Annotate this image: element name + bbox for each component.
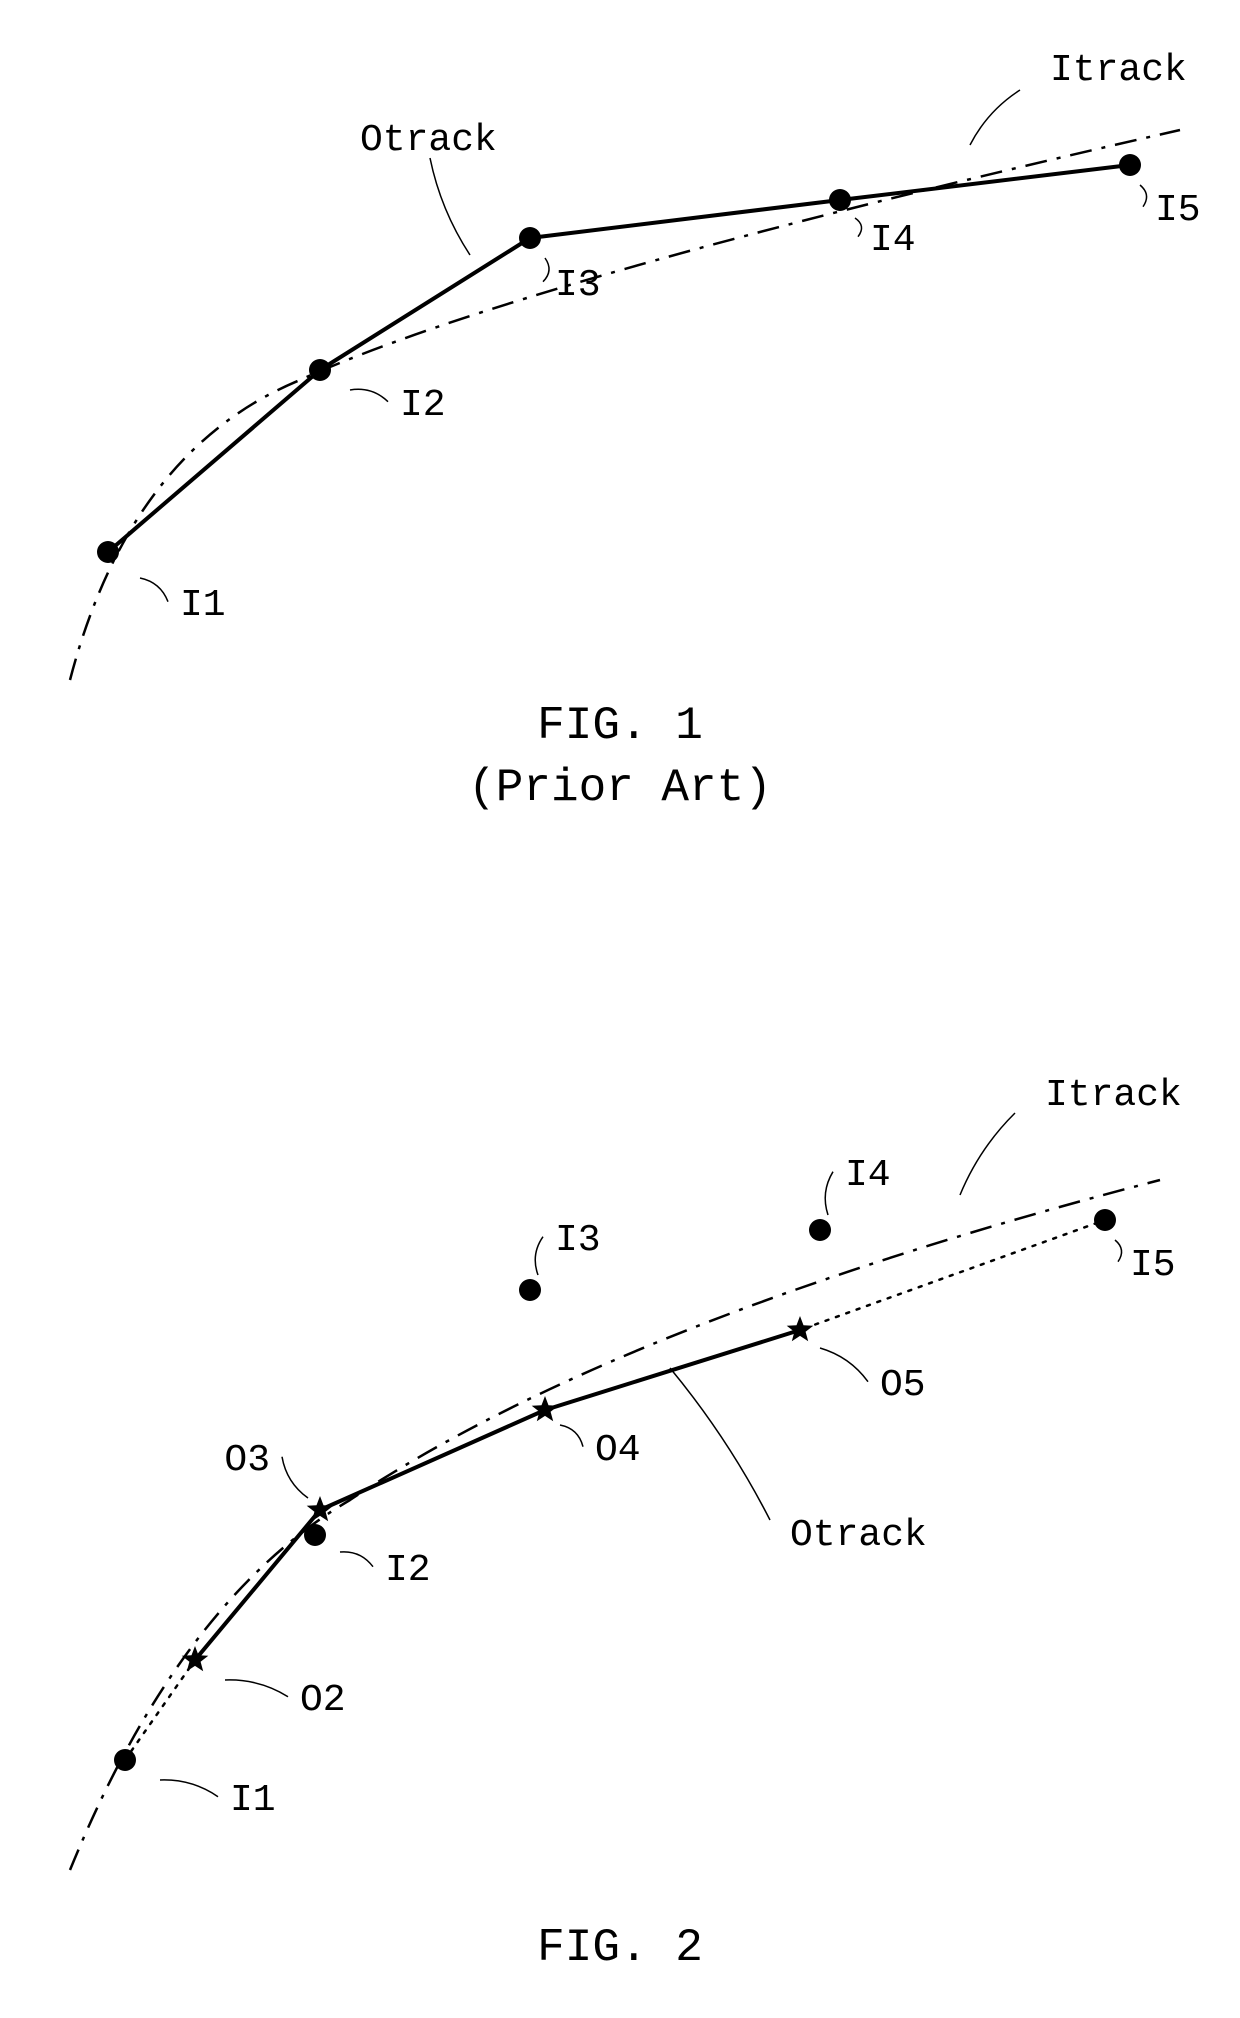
leader-itrack <box>970 90 1020 145</box>
label-i1: I1 <box>180 584 226 627</box>
fig1-caption-line1: FIG. 1 <box>537 700 703 752</box>
point-i5 <box>1094 1209 1116 1231</box>
point-i1 <box>114 1749 136 1771</box>
leader-otrack <box>670 1368 770 1520</box>
point-i3 <box>519 227 541 249</box>
label-i4: I4 <box>845 1154 891 1197</box>
label-i4: I4 <box>870 219 916 262</box>
itrack-curve <box>70 130 1180 680</box>
label-o2: O2 <box>300 1679 346 1722</box>
leader-o5 <box>820 1348 868 1382</box>
leader-i1 <box>140 578 168 602</box>
label-i5: I5 <box>1155 189 1201 232</box>
label-i2: I2 <box>400 384 446 427</box>
leader-i3 <box>535 1237 543 1275</box>
label-otrack: Otrack <box>360 119 497 162</box>
label-i1: I1 <box>230 1779 276 1822</box>
leader-i1 <box>160 1780 218 1797</box>
star-o4 <box>532 1396 559 1421</box>
figure-1: I1 I2 I3 I4 I5 Itrack Otrack FIG. 1 (Prior Art) <box>70 49 1201 814</box>
leader-i5 <box>1140 185 1147 207</box>
label-i3: I3 <box>555 264 601 307</box>
label-o3: O3 <box>224 1439 270 1482</box>
figure-2: I1 I2 I3 I4 I5 O2 O3 O4 O5 Itrack Otrack FIG. 2 <box>70 1074 1182 1974</box>
point-i5 <box>1119 154 1141 176</box>
label-i2: I2 <box>385 1549 431 1592</box>
leader-otrack <box>430 158 470 255</box>
label-o4: O4 <box>595 1429 641 1472</box>
point-i2 <box>309 359 331 381</box>
leader-i2 <box>340 1552 373 1567</box>
label-i3: I3 <box>555 1219 601 1262</box>
fig1-caption-line2: (Prior Art) <box>468 762 772 814</box>
dotted-extension <box>125 1220 1105 1760</box>
leader-o2 <box>225 1680 288 1697</box>
point-i3 <box>519 1279 541 1301</box>
point-i2 <box>304 1524 326 1546</box>
otrack-polyline <box>195 1330 800 1660</box>
leader-i3 <box>543 258 549 282</box>
label-i5: I5 <box>1130 1244 1176 1287</box>
fig2-caption: FIG. 2 <box>537 1922 703 1974</box>
point-i4 <box>809 1219 831 1241</box>
leader-o3 <box>282 1457 308 1498</box>
label-otrack: Otrack <box>790 1514 927 1557</box>
point-i1 <box>97 541 119 563</box>
label-o5: O5 <box>880 1364 926 1407</box>
leader-o4 <box>560 1425 583 1447</box>
leader-itrack <box>960 1113 1015 1195</box>
leader-i5 <box>1115 1240 1122 1262</box>
star-o3 <box>307 1496 334 1521</box>
leader-i4 <box>825 1172 833 1215</box>
leader-i4 <box>855 218 862 237</box>
leader-i2 <box>350 389 388 401</box>
label-itrack: Itrack <box>1050 49 1187 92</box>
star-o5 <box>787 1316 814 1341</box>
itrack-curve <box>70 1180 1160 1870</box>
otrack-polyline <box>108 165 1130 552</box>
point-i4 <box>829 189 851 211</box>
label-itrack: Itrack <box>1045 1074 1182 1117</box>
